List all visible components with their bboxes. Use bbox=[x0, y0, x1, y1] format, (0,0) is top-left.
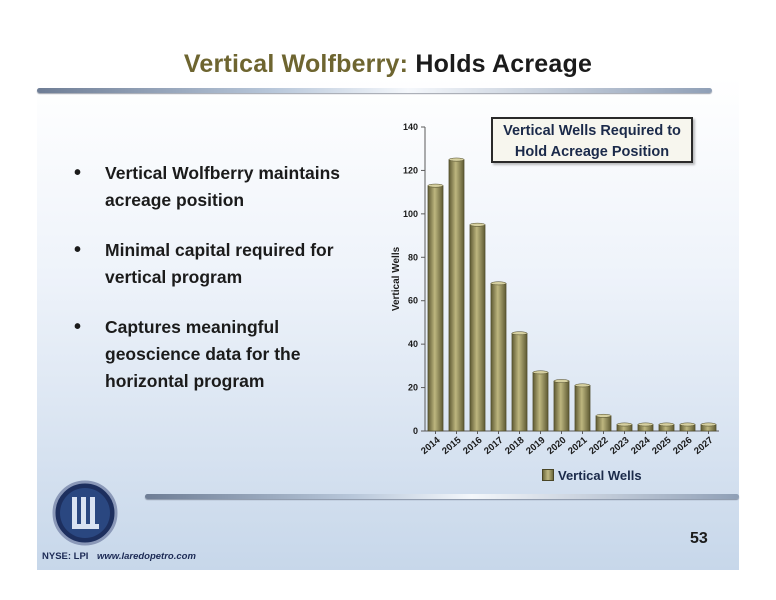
x-tick-label: 2025 bbox=[650, 434, 674, 456]
y-tick-label: 120 bbox=[403, 165, 418, 175]
stock-ticker: NYSE: LPI bbox=[42, 551, 89, 562]
x-tick-label: 2015 bbox=[440, 434, 464, 456]
legend-label: Vertical Wells bbox=[558, 468, 642, 483]
bar-top-2017 bbox=[490, 281, 507, 286]
bar-top-2020 bbox=[553, 379, 570, 383]
y-axis-label: Vertical Wells bbox=[391, 246, 402, 311]
laredo-circle-logo-icon bbox=[52, 480, 118, 546]
bullet-text: Minimal capital required for vertical pr… bbox=[105, 240, 334, 287]
bullet-list: • Vertical Wolfberry maintains acreage po… bbox=[72, 160, 372, 418]
x-tick-label: 2020 bbox=[545, 435, 568, 457]
bar-2020 bbox=[553, 380, 570, 432]
y-tick-label: 60 bbox=[408, 296, 418, 306]
bar-top-2015 bbox=[448, 157, 465, 162]
y-tick-label: 0 bbox=[413, 426, 418, 436]
bullet-dot: • bbox=[74, 162, 82, 184]
x-tick-label: 2019 bbox=[524, 435, 547, 457]
bar-2016 bbox=[469, 224, 486, 432]
chart-legend: Vertical Wells bbox=[542, 467, 642, 485]
bullet-dot: • bbox=[74, 316, 82, 338]
bar-2014 bbox=[427, 185, 444, 432]
x-tick-label: 2023 bbox=[608, 435, 631, 457]
legend-swatch bbox=[542, 469, 554, 481]
x-tick-label: 2021 bbox=[566, 434, 590, 456]
bullet-text: Vertical Wolfberry maintains acreage pos… bbox=[105, 163, 341, 210]
bullet-item: • Captures meaningful geoscience data for… bbox=[72, 314, 372, 395]
bar-2017 bbox=[490, 283, 507, 432]
bar-top-2024 bbox=[637, 422, 654, 427]
title-accent: Vertical Wolfberry: bbox=[183, 50, 409, 78]
bar-2019 bbox=[532, 372, 549, 432]
bar-top-2027 bbox=[700, 422, 717, 427]
title-divider bbox=[37, 88, 712, 93]
slide-title: Vertical Wolfberry: Holds Acreage bbox=[0, 50, 776, 79]
x-tick-label: 2022 bbox=[587, 435, 610, 457]
y-tick-label: 20 bbox=[408, 383, 418, 393]
bullet-item: • Vertical Wolfberry maintains acreage po… bbox=[72, 160, 372, 214]
bullet-item: • Minimal capital required for vertical p… bbox=[72, 237, 372, 291]
x-tick-label: 2017 bbox=[482, 435, 505, 457]
x-tick-label: 2024 bbox=[629, 434, 653, 456]
bar-top-2023 bbox=[616, 422, 633, 427]
bar-2022 bbox=[595, 415, 612, 432]
x-tick-label: 2027 bbox=[692, 435, 715, 457]
bar-2018 bbox=[511, 332, 528, 432]
bar-top-2021 bbox=[574, 383, 591, 388]
page-number: 53 bbox=[690, 530, 708, 547]
x-tick-label: 2016 bbox=[461, 435, 484, 457]
x-tick-label: 2018 bbox=[503, 435, 526, 457]
bar-top-2018 bbox=[511, 331, 528, 336]
bar-2021 bbox=[574, 385, 591, 432]
y-tick-label: 80 bbox=[408, 252, 418, 262]
chart-title-callout: Vertical Wells Required to Hold Acreage … bbox=[491, 117, 693, 163]
bar-top-2019 bbox=[532, 370, 549, 375]
bar-2015 bbox=[448, 159, 465, 432]
x-tick-label: 2014 bbox=[419, 434, 443, 456]
y-tick-label: 40 bbox=[408, 339, 418, 349]
bullet-text: Captures meaningful geoscience data for … bbox=[105, 317, 301, 391]
y-tick-label: 100 bbox=[403, 209, 418, 219]
x-tick-label: 2026 bbox=[671, 435, 694, 457]
bar-top-2025 bbox=[658, 422, 675, 427]
footer-divider bbox=[145, 494, 739, 499]
bar-top-2026 bbox=[679, 422, 696, 427]
company-url[interactable]: www.laredopetro.com bbox=[97, 551, 196, 562]
title-main: Holds Acreage bbox=[415, 50, 593, 78]
bullet-dot: • bbox=[74, 239, 82, 261]
bar-top-2022 bbox=[595, 413, 612, 418]
bar-top-2016 bbox=[469, 222, 486, 227]
bar-top-2014 bbox=[427, 183, 444, 188]
y-tick-label: 140 bbox=[403, 122, 418, 132]
